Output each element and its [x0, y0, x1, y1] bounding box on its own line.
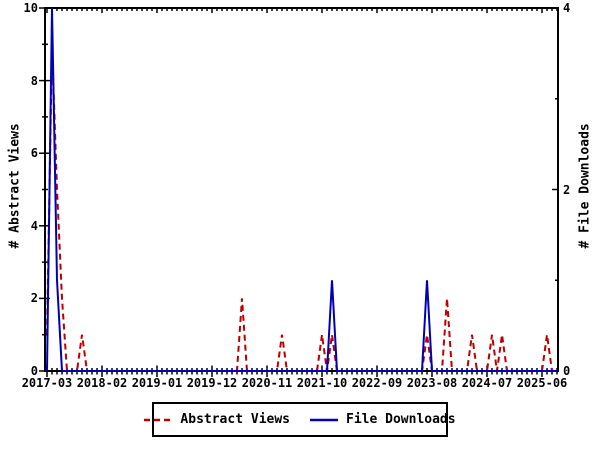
- dashed-line-sample-icon: [144, 418, 173, 421]
- x-axis-tick-label: 2023-08: [406, 376, 458, 390]
- file-downloads-line: [46, 7, 557, 372]
- x-axis-tick-label: 2018-02: [76, 376, 128, 390]
- x-axis-tick-label: 2021-10: [296, 376, 348, 390]
- x-axis-tick-label: 2019-01: [131, 376, 183, 390]
- right-axis-tick-label: 2: [563, 182, 571, 197]
- right-axis-tick-label: 4: [563, 1, 571, 15]
- left-axis-tick-label: 8: [30, 73, 38, 88]
- left-axis-tick-label: 0: [30, 364, 38, 378]
- x-axis-tick-label: 2025-06: [516, 376, 568, 390]
- right-axis-title: # File Downloads: [577, 123, 593, 249]
- abstract-views-line: [46, 44, 557, 372]
- left-axis-tick-label: 10: [23, 1, 38, 15]
- legend-entry-file-downloads: File Downloads: [310, 412, 456, 427]
- legend: Abstract Views File Downloads: [144, 402, 456, 437]
- solid-line-sample-icon: [310, 418, 338, 421]
- left-axis-tick-label: 2: [30, 291, 38, 306]
- legend-label-abstract-views: Abstract Views: [180, 412, 290, 427]
- x-axis-tick-label: 2017-03: [21, 376, 73, 390]
- plot-border: [44, 7, 559, 372]
- x-axis-tick-label: 2020-11: [241, 376, 293, 390]
- legend-entry-abstract-views: Abstract Views: [144, 412, 290, 427]
- legend-label-file-downloads: File Downloads: [346, 412, 456, 427]
- x-axis-tick-label: 2019-12: [186, 376, 238, 390]
- x-axis-tick-label: 2024-07: [461, 376, 513, 390]
- right-axis-tick-label: 0: [563, 364, 571, 378]
- x-axis-tick-label: 2022-09: [351, 376, 403, 390]
- left-axis-tick-label: 4: [30, 218, 38, 233]
- left-axis-tick-label: 6: [30, 146, 38, 161]
